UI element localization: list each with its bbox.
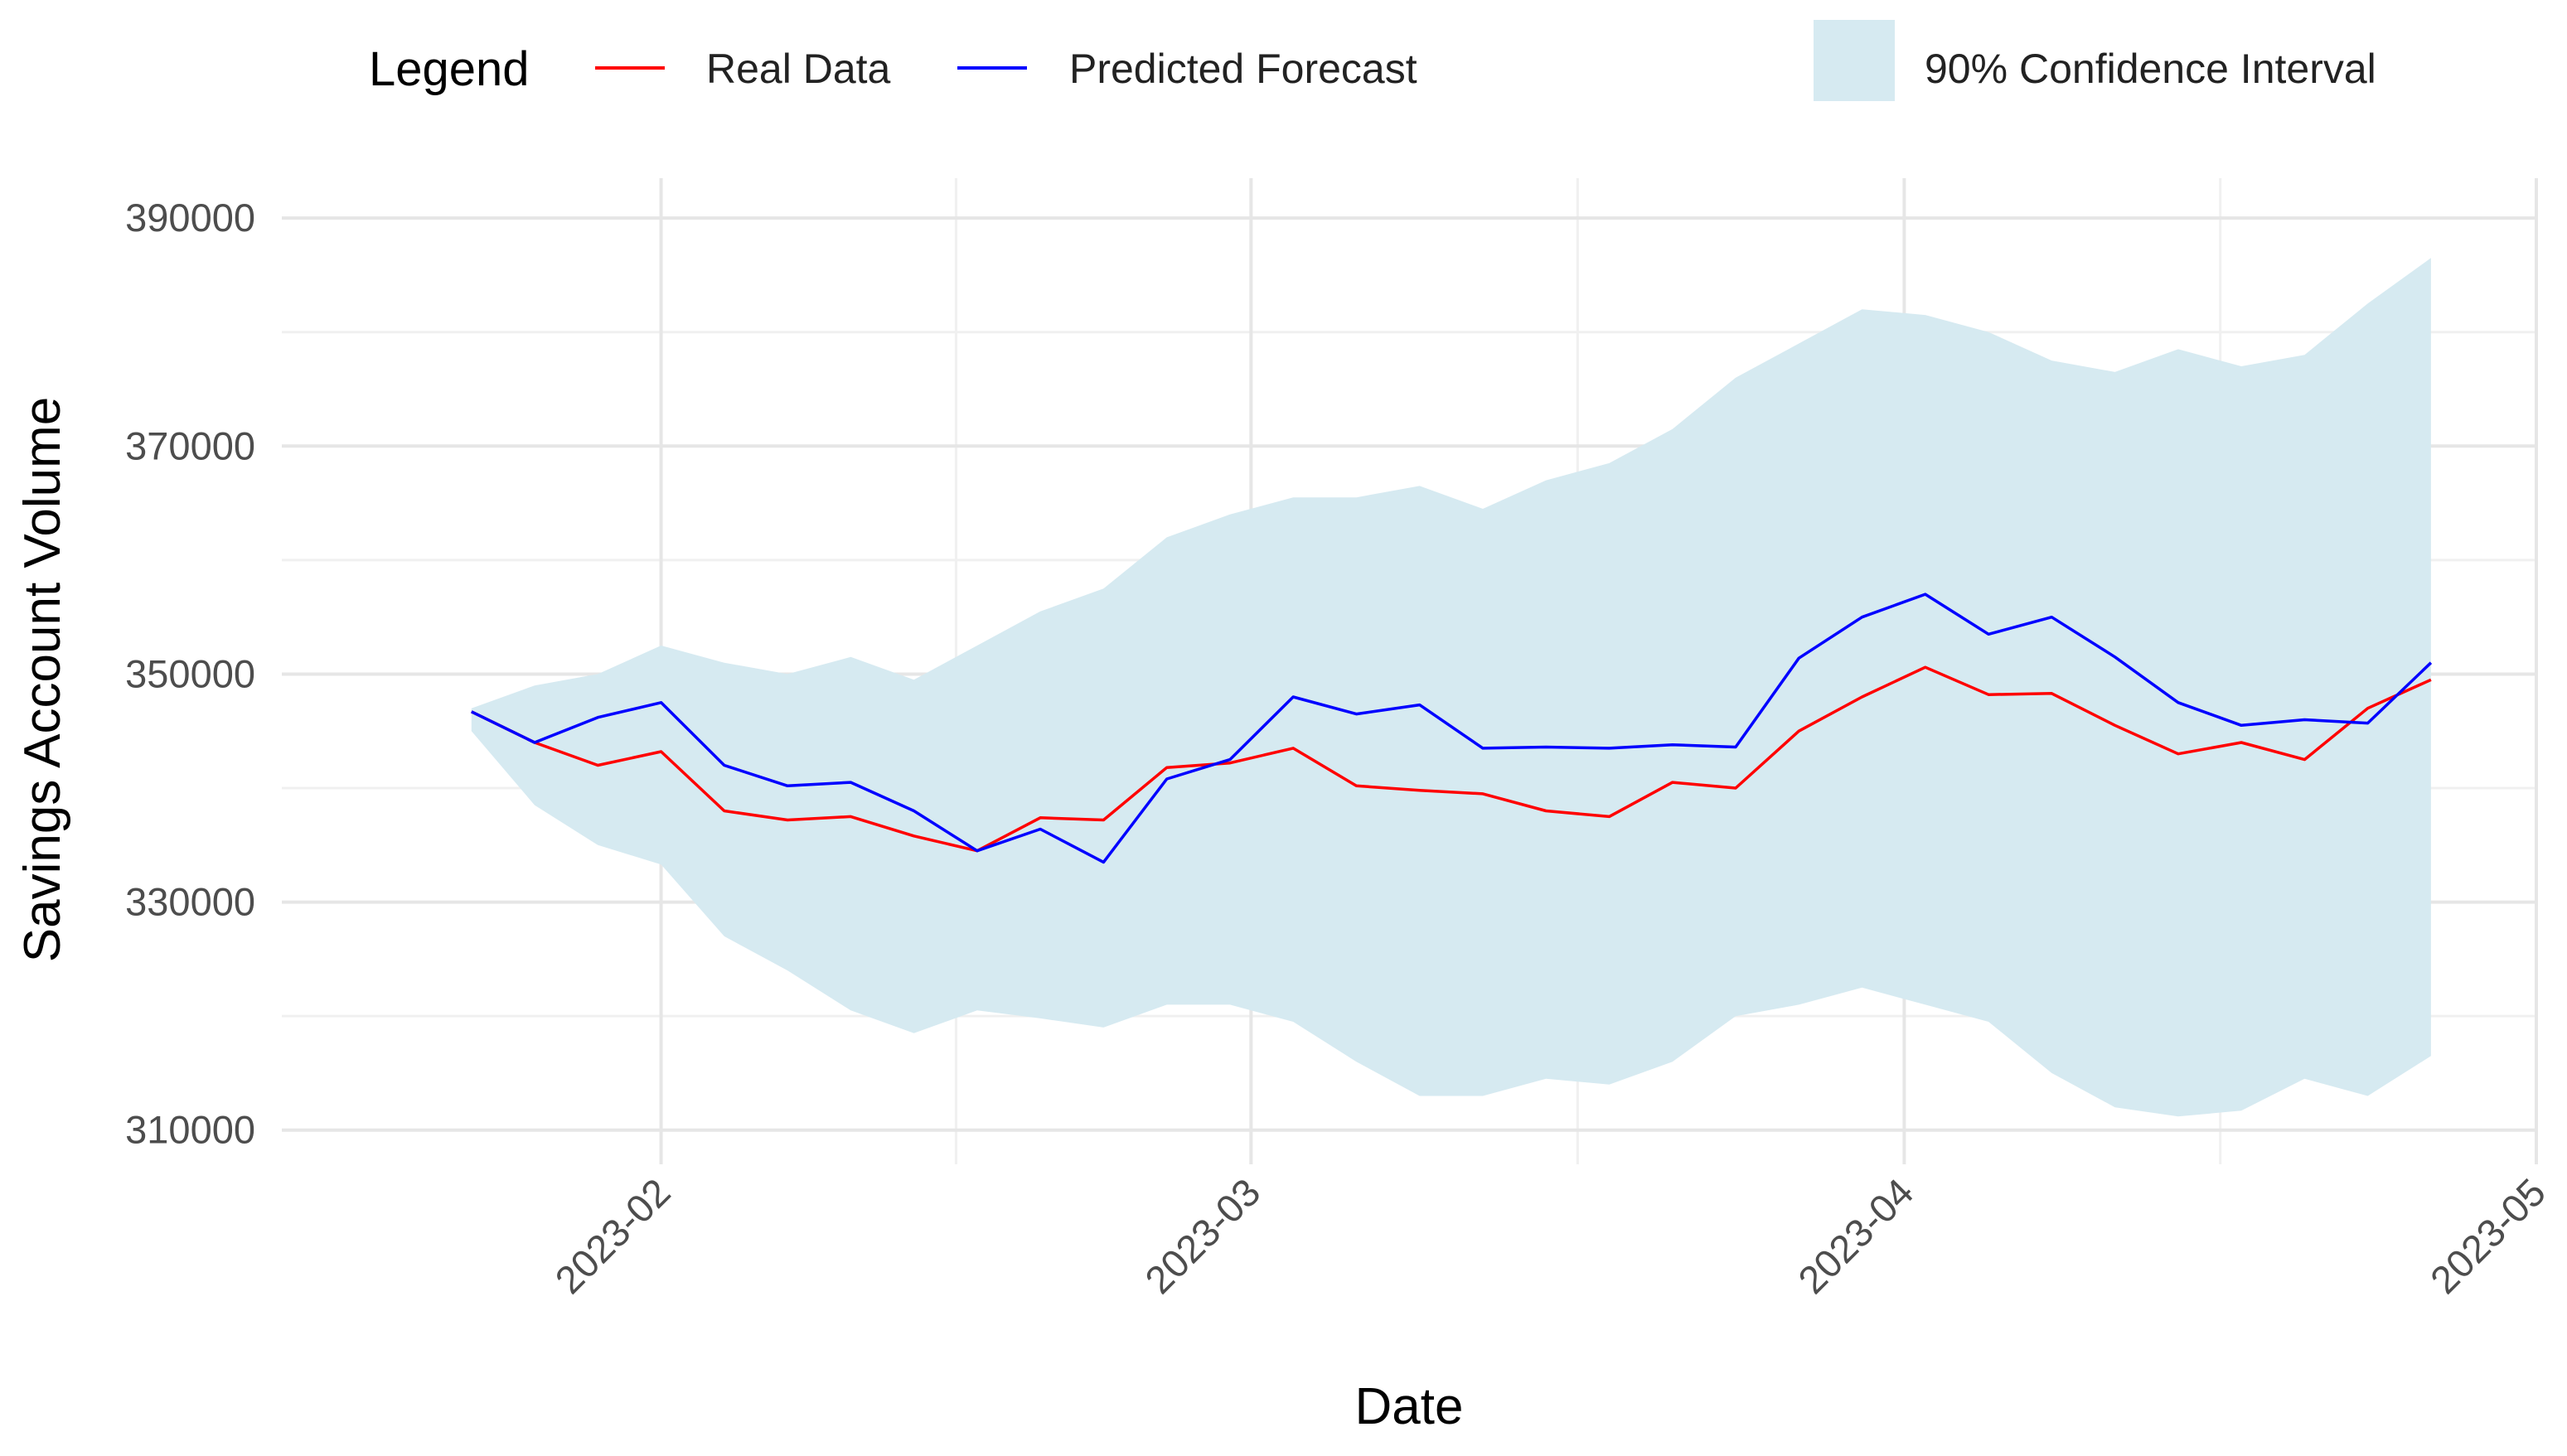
legend-label-real-data: Real Data — [706, 46, 891, 92]
y-tick-label: 350000 — [125, 651, 255, 695]
confidence-band — [471, 258, 2431, 1117]
legend: Legend Real Data Predicted Forecast 90% … — [369, 20, 2376, 101]
x-tick-label: 2023-02 — [546, 1170, 678, 1302]
series-line-real-data — [471, 665, 2432, 853]
legend-swatch-confidence-interval — [1814, 20, 1895, 101]
y-axis-title: Savings Account Volume — [14, 397, 71, 962]
x-tick-label: 2023-04 — [1790, 1170, 1921, 1302]
x-tick-label: 2023-03 — [1136, 1170, 1268, 1302]
x-axis-title: Date — [1355, 1378, 1464, 1435]
confidence-interval-band — [471, 258, 2431, 1117]
y-tick-label: 370000 — [125, 423, 255, 467]
legend-title: Legend — [369, 42, 530, 96]
y-tick-label: 310000 — [125, 1108, 255, 1152]
y-axis-ticks: 310000 330000 350000 370000 390000 — [125, 196, 255, 1152]
legend-label-predicted-forecast: Predicted Forecast — [1069, 46, 1417, 92]
y-tick-label: 330000 — [125, 880, 255, 924]
series-line-predicted-forecast — [471, 593, 2433, 864]
series-lines — [471, 593, 2433, 864]
x-axis-ticks: 2023-02 2023-03 2023-04 2023-05 — [546, 1170, 2554, 1302]
y-tick-label: 390000 — [125, 196, 255, 239]
x-tick-label: 2023-05 — [2422, 1170, 2554, 1302]
legend-label-confidence-interval: 90% Confidence Interval — [1925, 46, 2376, 92]
